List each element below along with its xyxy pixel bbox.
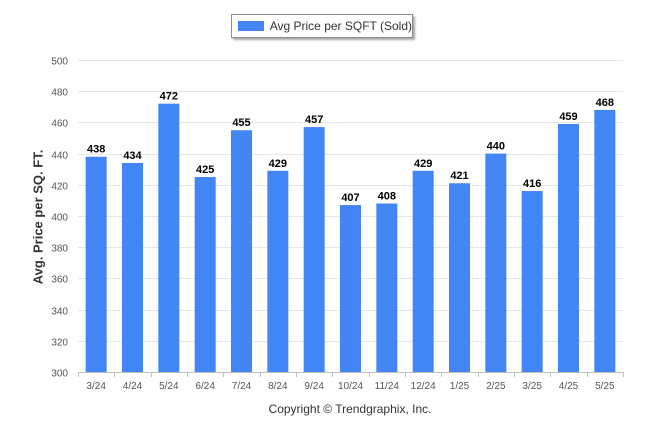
y-tick-labels: 300 320 340 360 380 400 420 440 460 480 500 bbox=[51, 57, 68, 380]
y-tick-label: 420 bbox=[51, 182, 68, 193]
bar bbox=[340, 205, 361, 372]
bar bbox=[194, 177, 216, 372]
y-tick-label: 440 bbox=[51, 151, 68, 162]
x-tick-label: 6/24 bbox=[195, 381, 215, 392]
bar bbox=[376, 203, 398, 372]
x-tick-label: 4/24 bbox=[123, 381, 143, 392]
bar bbox=[85, 156, 107, 372]
y-tick-label: 400 bbox=[51, 213, 68, 224]
data-label: 438 bbox=[87, 144, 105, 156]
x-tick-label: 10/24 bbox=[338, 381, 363, 392]
data-label: 429 bbox=[414, 158, 432, 170]
bar bbox=[521, 191, 543, 372]
data-label: 407 bbox=[341, 192, 359, 204]
y-tick-label: 480 bbox=[51, 88, 68, 99]
bar bbox=[558, 123, 579, 373]
bar bbox=[122, 162, 143, 372]
bar bbox=[158, 103, 180, 373]
x-tick-label: 1/25 bbox=[450, 381, 470, 392]
bar bbox=[267, 170, 289, 372]
data-label: 440 bbox=[487, 141, 505, 153]
data-labels: 438 434 472 425 455 429 457 407 408 429 421 440 416 4… bbox=[87, 91, 614, 204]
y-axis-title: Avg. Price per SQ. FT. bbox=[30, 149, 46, 285]
x-tick-label: 9/24 bbox=[304, 381, 324, 392]
data-label: 434 bbox=[123, 150, 142, 162]
bars bbox=[85, 103, 616, 373]
y-tick-label: 340 bbox=[51, 307, 68, 318]
y-tick-label: 360 bbox=[51, 275, 68, 286]
chart-legend[interactable]: Avg Price per SQFT (Sold) bbox=[231, 14, 413, 38]
bar bbox=[594, 109, 616, 373]
bar bbox=[231, 130, 252, 372]
data-label: 459 bbox=[559, 111, 577, 123]
data-label: 457 bbox=[305, 114, 323, 126]
y-tick-label: 320 bbox=[51, 338, 68, 349]
legend-swatch bbox=[238, 21, 264, 31]
data-label: 416 bbox=[523, 178, 541, 190]
y-tick-label: 300 bbox=[51, 369, 68, 380]
x-tick-label: 3/25 bbox=[522, 381, 542, 392]
bar bbox=[449, 183, 470, 372]
data-label: 429 bbox=[269, 158, 287, 170]
y-tick-label: 380 bbox=[51, 244, 68, 255]
data-label: 455 bbox=[232, 117, 250, 129]
x-tick-label: 5/25 bbox=[595, 381, 615, 392]
x-tick-label: 12/24 bbox=[411, 381, 436, 392]
x-tick-label: 7/24 bbox=[232, 381, 252, 392]
axes bbox=[78, 372, 624, 377]
data-label: 425 bbox=[196, 164, 214, 176]
x-tick-label: 4/25 bbox=[559, 381, 579, 392]
bar bbox=[412, 170, 434, 372]
bar bbox=[485, 153, 507, 372]
x-tick-label: 11/24 bbox=[375, 381, 400, 392]
x-tick-label: 3/24 bbox=[86, 381, 106, 392]
legend-label: Avg Price per SQFT (Sold) bbox=[269, 19, 412, 33]
data-label: 408 bbox=[378, 191, 396, 203]
copyright-text: Copyright © Trendgraphix, Inc. bbox=[268, 402, 432, 416]
data-label: 468 bbox=[596, 97, 614, 109]
x-tick-labels: 3/24 4/24 5/24 6/24 7/24 8/24 9/24 10/24 11/24 12… bbox=[86, 381, 615, 392]
y-tick-label: 460 bbox=[51, 119, 68, 130]
x-tick-label: 5/24 bbox=[159, 381, 179, 392]
data-label: 472 bbox=[160, 91, 178, 103]
x-tick-label: 2/25 bbox=[486, 381, 506, 392]
y-tick-label: 500 bbox=[51, 57, 68, 68]
bar bbox=[303, 127, 325, 372]
x-tick-label: 8/24 bbox=[268, 381, 288, 392]
data-label: 421 bbox=[450, 170, 468, 182]
